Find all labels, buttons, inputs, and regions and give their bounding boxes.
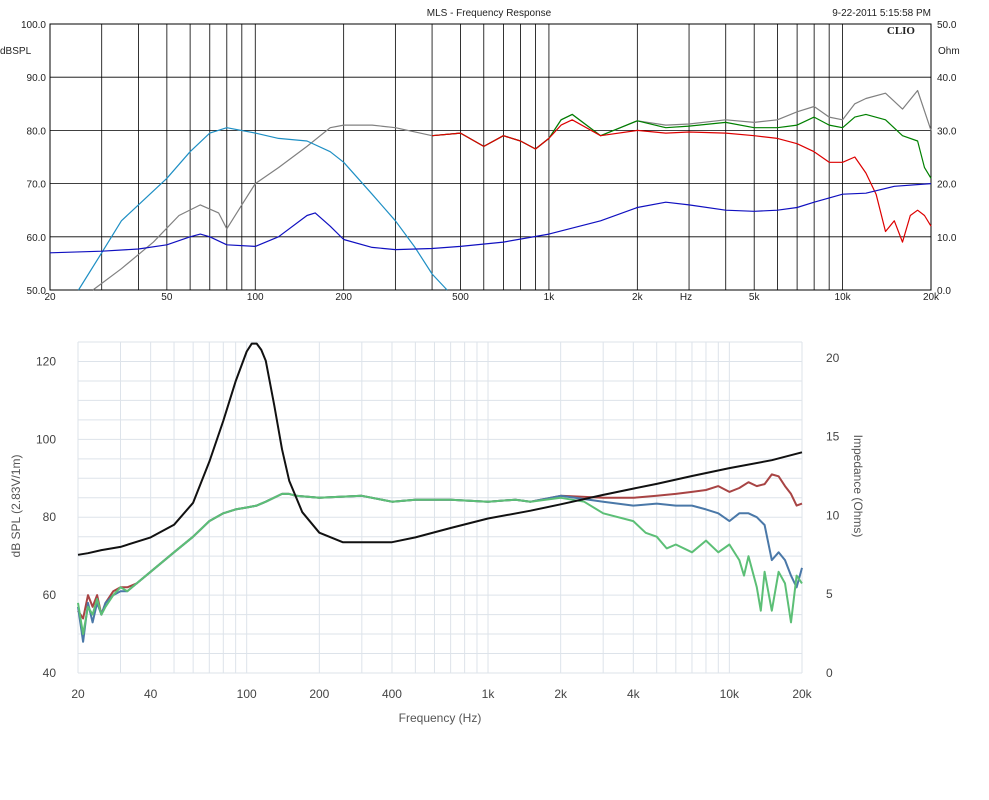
- chart2-x-tick-label: 400: [382, 687, 402, 701]
- chart1-right-unit: Ohm: [938, 46, 960, 57]
- chart2-grid: [77, 341, 803, 674]
- chart1-x-tick-label: 1k: [544, 292, 556, 303]
- chart1-series-line-4: [77, 127, 448, 291]
- chart1-y2-tick-label: 40.0: [937, 73, 957, 84]
- chart1-series-line-5: [49, 183, 932, 254]
- chart2-y2-tick-label: 10: [826, 508, 840, 522]
- chart1-x-tick-label: 20k: [923, 292, 940, 303]
- chart1-left-unit: dBSPL: [0, 46, 32, 57]
- chart2-x-tick-label: 2k: [554, 687, 568, 701]
- chart2-x-tick-label: 20k: [792, 687, 812, 701]
- chart-clio-frequency-response: MLS - Frequency Response 9-22-2011 5:15:…: [0, 8, 960, 303]
- chart2-x-tick-label: 4k: [627, 687, 641, 701]
- chart2-tick-labels: 20 40 100 200 400 1k 2k 4k 10k 20k120100806040201…: [36, 351, 840, 701]
- chart1-x-tick-label: 5k: [749, 292, 761, 303]
- chart2-x-tick-label: 200: [309, 687, 329, 701]
- chart2-x-tick-label: 20: [71, 687, 85, 701]
- chart1-y-tick-label: 70.0: [27, 180, 47, 191]
- chart1-timestamp: 9-22-2011 5:15:58 PM: [832, 8, 931, 19]
- chart1-plot-area: [49, 23, 932, 291]
- chart2-y2-tick-label: 20: [826, 351, 840, 365]
- chart1-y2-tick-label: 30.0: [937, 126, 957, 137]
- chart1-y-tick-label: 80.0: [27, 126, 47, 137]
- chart1-y-tick-label: 60.0: [27, 233, 47, 244]
- chart2-y-tick-label: 40: [43, 666, 57, 680]
- chart2-series-line-2: [77, 492, 803, 643]
- chart1-x-tick-label: 50: [161, 292, 173, 303]
- chart1-series-line-3: [432, 119, 932, 243]
- chart2-y-tick-label: 120: [36, 354, 56, 368]
- chart1-x-tick-label: 100: [247, 292, 264, 303]
- chart1-y2-tick-label: 50.0: [937, 20, 957, 31]
- chart2-x-tick-label: 10k: [720, 687, 740, 701]
- chart1-x-tick-label: 10k: [835, 292, 852, 303]
- chart2-series-line-1: [77, 473, 803, 620]
- chart2-series-line-4: [77, 342, 803, 556]
- chart1-x-tick-label: 200: [335, 292, 352, 303]
- chart1-y2-tick-label: 10.0: [937, 233, 957, 244]
- chart1-x-unit: Hz: [680, 292, 692, 303]
- chart1-tick-labels: 20 50 100 200 500 1k 2k 5k 10k 20k 100.0 90.0 80.0 70…: [21, 20, 957, 303]
- chart2-x-tick-label: 1k: [482, 687, 496, 701]
- chart2-y2-tick-label: 5: [826, 587, 833, 601]
- chart1-y-tick-label: 50.0: [27, 286, 47, 297]
- chart2-y2-tick-label: 15: [826, 430, 840, 444]
- chart1-y2-tick-label: 20.0: [937, 180, 957, 191]
- chart1-x-tick-label: 2k: [632, 292, 644, 303]
- chart2-y-tick-label: 80: [43, 510, 57, 524]
- chart1-y-tick-label: 100.0: [21, 20, 46, 31]
- chart2-x-tick-label: 40: [144, 687, 158, 701]
- chart-spl-impedance: 20 40 100 200 400 1k 2k 4k 10k 20k120100806040201…: [9, 341, 865, 725]
- chart1-x-tick-label: 20: [44, 292, 56, 303]
- chart2-x-tick-label: 100: [237, 687, 257, 701]
- chart1-grid: [49, 23, 932, 291]
- chart1-title: MLS - Frequency Response: [427, 8, 552, 19]
- chart2-y-tick-label: 100: [36, 432, 56, 446]
- chart2-x-axis-label: Frequency (Hz): [399, 711, 482, 725]
- chart1-series: [49, 89, 932, 291]
- chart2-y-axis-label: dB SPL (2.83V/1m): [9, 455, 23, 558]
- chart1-y2-tick-label: 0.0: [937, 286, 951, 297]
- chart2-series-line-3: [77, 492, 803, 636]
- chart1-x-tick-label: 500: [452, 292, 469, 303]
- chart2-y-tick-label: 60: [43, 588, 57, 602]
- chart1-brand-label: CLIO: [887, 25, 916, 37]
- chart1-y-tick-label: 90.0: [27, 73, 47, 84]
- chart2-y2-axis-label: Impedance (Ohms): [851, 435, 865, 538]
- chart2-y2-tick-label: 0: [826, 666, 833, 680]
- chart2-series: [77, 342, 803, 643]
